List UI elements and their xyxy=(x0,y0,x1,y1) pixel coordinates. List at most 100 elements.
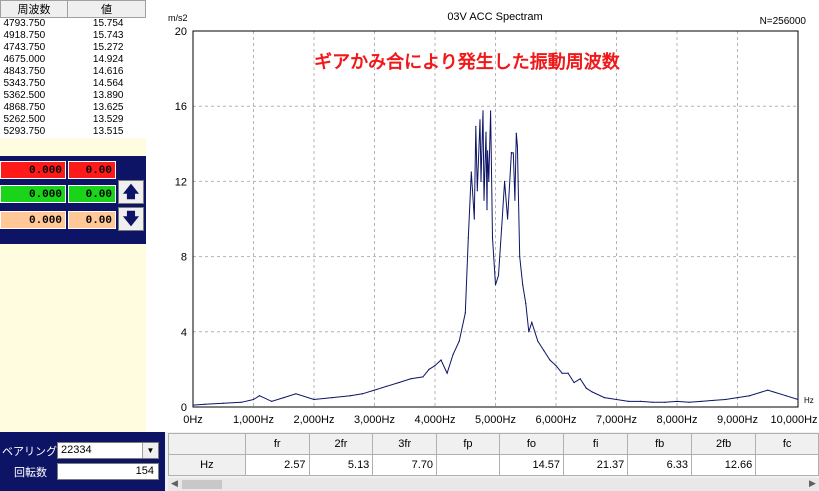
results-cell: 12.66 xyxy=(691,454,757,476)
spectrum-data-point xyxy=(640,400,642,402)
x-tick-label: 10,000Hz xyxy=(770,414,817,426)
results-cell: 21.37 xyxy=(563,454,629,476)
cursor-orange-amp[interactable]: 0.00 xyxy=(68,211,116,229)
spectrum-data-point xyxy=(515,132,517,134)
results-header: fc xyxy=(755,433,819,455)
spectrum-data-point xyxy=(510,152,512,154)
results-cell: 14.57 xyxy=(498,454,565,476)
spectrum-data-point xyxy=(331,397,333,399)
chevron-down-icon[interactable]: ▼ xyxy=(142,443,158,458)
peak-row[interactable]: 5362.500 13.890 xyxy=(1,90,146,102)
spectrum-data-point xyxy=(749,395,751,397)
spectrum-data-point xyxy=(512,152,514,154)
peak-value: 15.272 xyxy=(92,42,124,53)
results-header: 3fr xyxy=(372,433,438,455)
peak-frequency: 4918.750 xyxy=(3,30,46,41)
spectrum-data-point xyxy=(283,397,285,399)
horizontal-scrollbar[interactable]: ◀ ▶ xyxy=(168,478,819,491)
arrow-up-icon: 🡅 xyxy=(122,182,140,201)
spectrum-data-point xyxy=(567,372,569,374)
peak-row[interactable]: 4868.750 13.625 xyxy=(1,102,146,114)
cursor-orange-value[interactable]: 0.000 xyxy=(0,211,66,229)
x-tick-label: 0Hz xyxy=(183,414,203,426)
bearing-label: ベアリング xyxy=(2,446,57,458)
cursor-red-amp[interactable]: 0.00 xyxy=(68,161,116,179)
spectrum-data-point xyxy=(271,400,273,402)
spectrum-data-point xyxy=(785,395,787,397)
arrow-down-icon: 🡇 xyxy=(122,209,140,228)
spectrum-data-point xyxy=(724,398,727,401)
spectrum-data-point xyxy=(475,125,477,128)
peak-row[interactable]: 4918.750 15.743 xyxy=(1,30,146,42)
spectrum-data-point xyxy=(585,387,587,389)
cursor-panel: 0.000 0.00 0.000 0.00 0.000 0.00 🡅 🡇 xyxy=(0,156,146,244)
spectrum-data-point xyxy=(422,376,424,378)
peak-frequency: 5262.500 xyxy=(3,114,46,125)
peak-row[interactable]: 4793.750 15.754 xyxy=(1,18,146,31)
spectrum-data-point xyxy=(531,321,533,323)
x-tick-label: 9,000Hz xyxy=(717,414,758,426)
results-cell xyxy=(755,454,819,476)
spectrum-data-point xyxy=(489,110,492,112)
arrow-up-button[interactable]: 🡅 xyxy=(118,180,144,204)
peak-header-value[interactable]: 値 xyxy=(66,0,147,18)
scroll-thumb[interactable] xyxy=(182,480,222,489)
n-label: N=256000 xyxy=(760,16,807,27)
bearing-select[interactable]: 22334 ▼ xyxy=(57,442,159,459)
spectrum-data-point xyxy=(428,368,430,370)
spectrum-data-point xyxy=(398,381,400,384)
peak-row[interactable]: 5262.500 13.529 xyxy=(1,114,146,126)
peak-value: 14.924 xyxy=(92,54,124,65)
spectrum-data-point xyxy=(295,393,297,395)
peak-frequency: 4868.750 xyxy=(3,102,46,113)
spectrum-data-point xyxy=(473,218,475,220)
spectrum-data-point xyxy=(446,372,448,374)
spectrum-data-point xyxy=(313,398,315,401)
cursor-green-amp[interactable]: 0.00 xyxy=(68,185,116,203)
scroll-left-icon[interactable]: ◀ xyxy=(171,479,178,489)
peak-header-frequency[interactable]: 周波数 xyxy=(0,0,68,18)
x-unit-label: Hz xyxy=(804,396,814,405)
cursor-green-value[interactable]: 0.000 xyxy=(0,185,66,203)
spectrum-data-point xyxy=(349,395,351,397)
peak-table: 周波数 値 4793.750 15.754 4918.750 15.743 4743.7… xyxy=(0,0,147,138)
peak-frequency: 4675.000 xyxy=(3,54,46,65)
arrow-down-button[interactable]: 🡇 xyxy=(118,207,144,231)
spectrum-data-point xyxy=(252,398,255,401)
y-tick-label: 4 xyxy=(181,327,187,339)
spectrum-data-point xyxy=(494,284,497,286)
spectrum-data-point xyxy=(204,403,206,405)
y-tick-label: 20 xyxy=(175,26,187,38)
cursor-red-value[interactable]: 0.000 xyxy=(0,161,66,179)
peak-row[interactable]: 5343.750 14.564 xyxy=(1,78,146,90)
peak-row[interactable]: 4675.000 14.924 xyxy=(1,54,146,66)
plot-frame xyxy=(192,30,799,408)
spectrum-data-point xyxy=(470,171,472,173)
spectrum-data-point xyxy=(373,389,376,391)
y-tick-label: 8 xyxy=(181,252,187,264)
results-cell: 5.13 xyxy=(308,454,374,476)
spectrum-data-point xyxy=(240,401,242,403)
rotation-input[interactable]: 154 xyxy=(57,463,159,480)
peak-row[interactable]: 4743.750 15.272 xyxy=(1,42,146,54)
results-table: fr 2fr 3fr fp fo fi fb 2fb fc Hz 2.57 5.13 7.70 14.5… xyxy=(168,433,819,476)
spectrum-data-point xyxy=(591,391,593,393)
spectrum-data-point xyxy=(491,237,494,239)
spectrum-data-point xyxy=(537,340,539,342)
results-cell: 6.33 xyxy=(627,454,693,476)
peak-row[interactable]: 4843.750 14.616 xyxy=(1,66,146,78)
peak-frequency: 5293.750 xyxy=(3,126,46,137)
left-panel: 周波数 値 4793.750 15.754 4918.750 15.743 4743.7… xyxy=(0,0,147,432)
scroll-right-icon[interactable]: ▶ xyxy=(809,479,816,489)
spectrum-data-point xyxy=(486,209,488,211)
spectrum-data-point xyxy=(688,401,690,403)
spectrum-data-point xyxy=(514,199,516,201)
results-header: 2fr xyxy=(308,433,374,455)
peak-row[interactable]: 5293.750 13.515 xyxy=(1,126,146,138)
spectrum-data-point xyxy=(579,378,581,380)
peak-frequency: 5343.750 xyxy=(3,78,46,89)
spectrum-data-point xyxy=(712,399,714,402)
peak-frequency: 4843.750 xyxy=(3,66,46,77)
bearing-panel: ベアリング 22334 ▼ 回転数 154 xyxy=(0,432,165,491)
y-tick-label: 0 xyxy=(181,402,187,414)
